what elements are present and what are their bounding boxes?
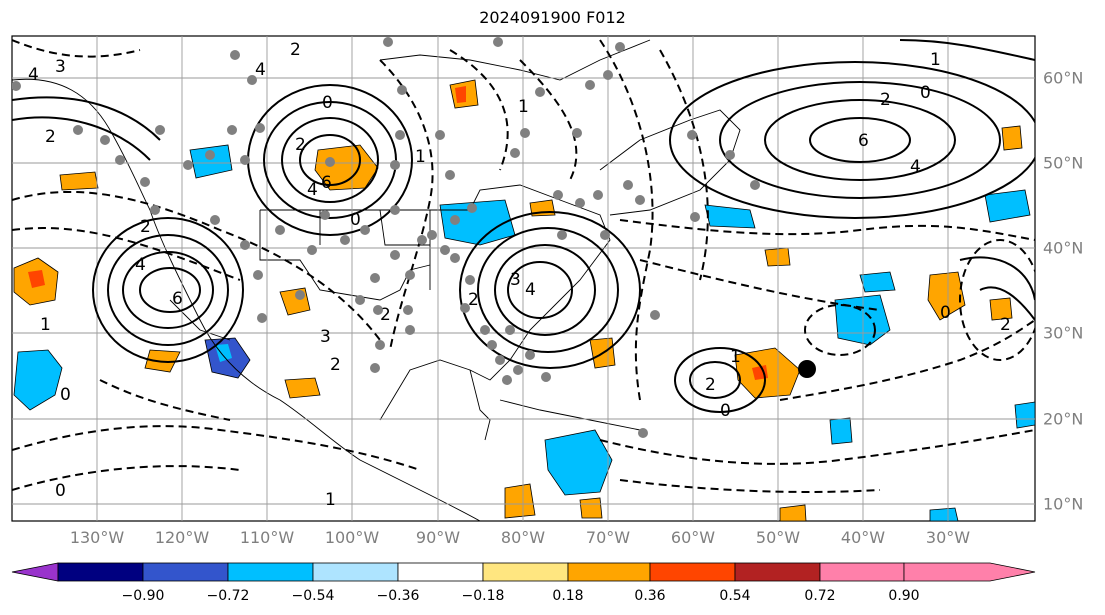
contour-label: 4 (525, 280, 536, 300)
longitude-label: 30°W (925, 528, 971, 547)
contour-label: 6 (172, 289, 183, 309)
colorbar (11, 562, 1036, 582)
colorbar-segment (312, 562, 399, 582)
observation-dots (12, 37, 760, 438)
contour-label: 2 (290, 40, 301, 60)
longitude-label: 40°W (840, 528, 886, 547)
latitude-label: 60°N (1043, 68, 1084, 88)
colorbar-tick-label: 0.72 (804, 588, 836, 604)
contour-label: 0 (55, 481, 66, 501)
contour-label: 2 (330, 355, 341, 375)
latitude-label: 10°N (1043, 494, 1084, 514)
contour-label: 1 (415, 147, 426, 167)
latitude-label: 30°N (1043, 323, 1084, 343)
colorbar-segment (649, 562, 736, 582)
map-title: 2024091900 F012 (479, 8, 626, 27)
contour-label: 4 (910, 157, 921, 177)
positive-contours (12, 39, 1035, 413)
coastlines (12, 39, 741, 521)
contour-label: 3 (55, 57, 66, 77)
contour-label: 2 (468, 290, 479, 310)
contour-label: 4 (255, 60, 266, 80)
colorbar-segment (567, 562, 651, 582)
colorbar-extend-high (903, 562, 1036, 582)
longitude-label: 120°W (154, 528, 210, 547)
latitude-label: 20°N (1043, 409, 1084, 429)
contour-label: 2 (295, 135, 306, 155)
colorbar-tick-label: 0.54 (719, 588, 751, 604)
contour-label: 4 (135, 255, 146, 275)
colorbar-tick-label: −0.54 (291, 588, 335, 604)
colorbar-segment (142, 562, 229, 582)
contour-label: 2 (45, 127, 56, 147)
contour-labels: 4 3 2 1 0 2 4 6 4 2 0 2 4 6 3 2 1 2 0 1 … (28, 40, 1011, 510)
contour-label: 4 (307, 180, 318, 200)
contour-label: 0 (60, 385, 71, 405)
contour-label: 2 (140, 217, 151, 237)
contour-label: 1 (40, 315, 51, 335)
contour-label: 3 (320, 327, 331, 347)
contour-label: 1 (730, 347, 741, 367)
contour-label: 6 (321, 173, 332, 193)
longitude-label: 110°W (239, 528, 295, 547)
longitude-label: 60°W (670, 528, 716, 547)
colorbar-segment (227, 562, 314, 582)
colorbar-segment (819, 562, 905, 582)
contour-label: 1 (325, 490, 336, 510)
colorbar-tick-label: 0.18 (552, 588, 584, 604)
colorbar-tick-label: 0.36 (634, 588, 666, 604)
contour-label: 2 (380, 305, 391, 325)
contour-label: 0 (940, 303, 951, 323)
contour-label: 0 (720, 401, 731, 421)
contour-label: 2 (705, 375, 716, 395)
contour-label: 0 (322, 93, 333, 113)
contour-label: 0 (920, 83, 931, 103)
colorbar-tick-label: −0.90 (121, 588, 165, 604)
colorbar-extend-low (11, 562, 59, 582)
contour-label: 0 (350, 210, 361, 230)
storm-center-marker (798, 360, 816, 378)
colorbar-tick-label: −0.18 (461, 588, 505, 604)
colorbar-segment (397, 562, 484, 582)
negative-contours (12, 39, 1035, 493)
colorbar-tick-label: 0.90 (888, 588, 920, 604)
colorbar-segment (734, 562, 821, 582)
longitude-label: 130°W (69, 528, 125, 547)
colorbar-tick-label: −0.36 (376, 588, 420, 604)
longitude-label: 100°W (324, 528, 380, 547)
longitude-label: 50°W (755, 528, 801, 547)
colorbar-segment (482, 562, 569, 582)
graticule (12, 36, 1035, 521)
colorbar-segment (57, 562, 144, 582)
contour-label: 4 (28, 65, 39, 85)
contour-label: 3 (510, 270, 521, 290)
contour-label: 1 (518, 97, 529, 117)
contour-label: 2 (880, 90, 891, 110)
contour-label: 1 (930, 50, 941, 70)
latitude-label: 40°N (1043, 238, 1084, 258)
contour-label: 2 (1000, 315, 1011, 335)
contour-label: 6 (858, 131, 869, 151)
longitude-label: 80°W (500, 528, 546, 547)
latitude-label: 50°N (1043, 153, 1084, 173)
longitude-label: 90°W (415, 528, 461, 547)
longitude-label: 70°W (585, 528, 631, 547)
colorbar-tick-label: −0.72 (206, 588, 250, 604)
